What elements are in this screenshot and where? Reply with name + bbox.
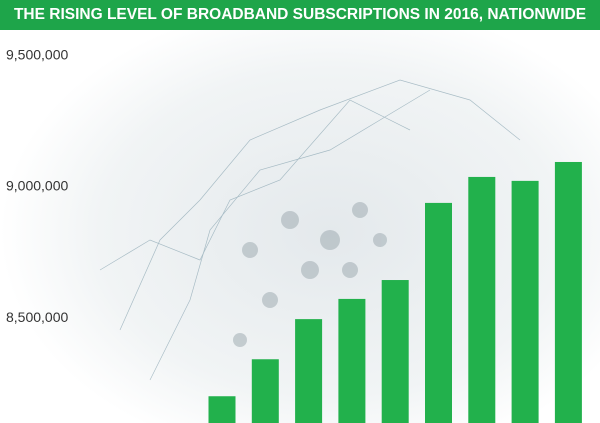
bar [338, 298, 366, 423]
people-illustration [233, 202, 387, 347]
y-tick-label: 9,500,000 [6, 46, 68, 62]
bar [208, 396, 236, 423]
bar [554, 161, 582, 423]
bar [425, 202, 452, 423]
network-illustration [99, 79, 521, 381]
y-tick-label: 9,000,000 [6, 178, 68, 194]
bar [251, 359, 279, 423]
bar [468, 176, 496, 423]
bar [511, 180, 539, 423]
chart-title: THE RISING LEVEL OF BROADBAND SUBSCRIPTI… [14, 6, 586, 23]
y-tick-label: 8,500,000 [6, 309, 68, 325]
bar [381, 280, 409, 423]
title-banner [0, 0, 600, 30]
bar [295, 319, 323, 423]
